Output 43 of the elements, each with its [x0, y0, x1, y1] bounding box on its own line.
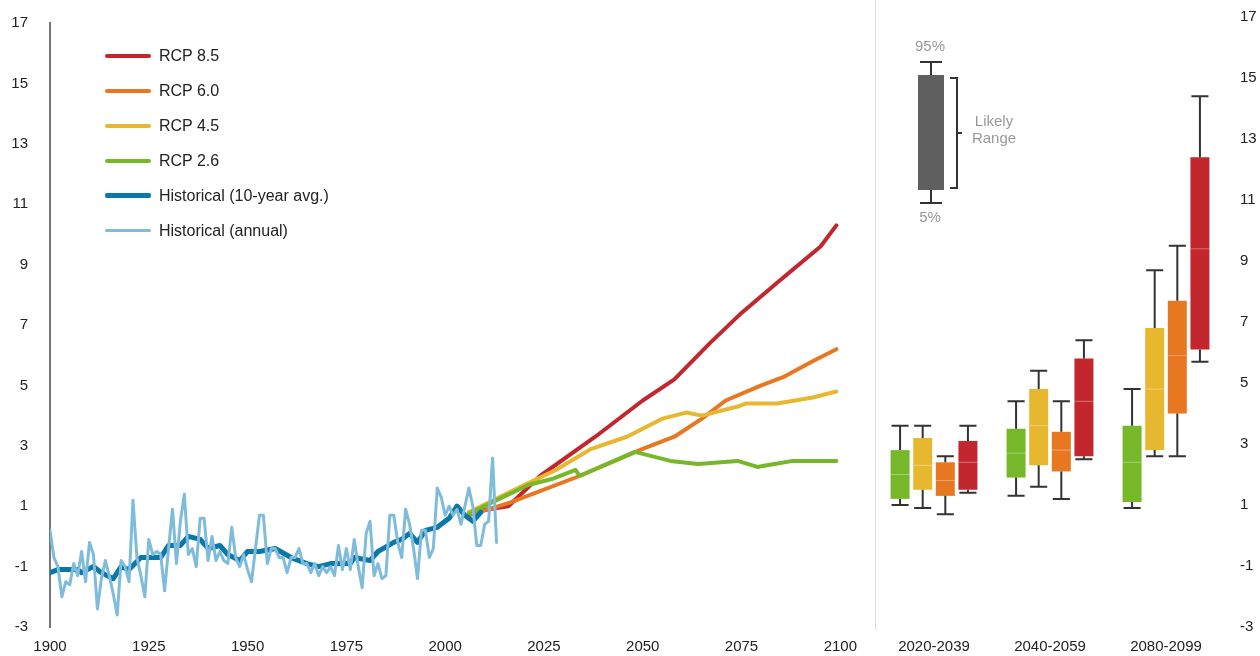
y-tick-label: -1 [14, 556, 28, 574]
x-tick-label: 2050 [626, 637, 660, 655]
annotation: Likely Range [970, 112, 1018, 146]
legend-label: RCP 8.5 [159, 46, 220, 65]
x-tick-label: 2080-2099 [1130, 637, 1202, 655]
y-tick-label: 9 [19, 254, 28, 272]
y-tick-label: 7 [19, 315, 28, 333]
y-tick-label: -3 [14, 617, 28, 635]
y-tick-label: 3 [1240, 434, 1249, 452]
x-tick-label: 2000 [428, 637, 462, 655]
x-tick-label: 2040-2059 [1014, 637, 1086, 655]
y-tick-label: 17 [1240, 7, 1257, 25]
legend-label: Historical (10-year avg.) [159, 186, 329, 205]
x-tick-label: 1975 [329, 637, 364, 655]
y-tick-label: 5 [1240, 373, 1249, 391]
y-tick-label: 11 [12, 194, 28, 212]
annotation: 95% [914, 37, 946, 54]
x-tick-label: 2075 [724, 637, 759, 655]
y-tick-label: 3 [19, 435, 28, 453]
y-tick-label: 11 [1240, 190, 1256, 208]
legend-label: RCP 6.0 [159, 81, 220, 100]
x-tick-label: 2020-2039 [898, 637, 970, 655]
legend-label: Historical (annual) [159, 221, 288, 240]
x-tick-label: 1900 [33, 637, 67, 655]
x-tick-label: 2025 [527, 637, 561, 655]
x-tick-label: 1925 [132, 637, 166, 655]
y-tick-label: 17 [11, 13, 28, 31]
y-tick-label: 7 [1240, 312, 1249, 330]
legend-label: RCP 2.6 [159, 151, 220, 170]
y-tick-label: 15 [1240, 68, 1257, 86]
y-tick-label: -3 [1240, 617, 1254, 635]
x-tick-label: 2100 [823, 637, 857, 655]
annotation: 5% [918, 208, 942, 225]
y-tick-label: 13 [11, 133, 28, 151]
y-tick-label: 13 [1240, 129, 1257, 147]
y-tick-label: 5 [19, 375, 28, 393]
y-tick-label: 15 [11, 73, 28, 91]
y-tick-label: 1 [19, 496, 28, 514]
y-tick-label: 1 [1240, 495, 1249, 513]
legend-label: RCP 4.5 [159, 116, 220, 135]
y-tick-label: 9 [1240, 251, 1249, 269]
x-tick-label: 1950 [230, 637, 265, 655]
y-tick-label: -1 [1240, 556, 1254, 574]
